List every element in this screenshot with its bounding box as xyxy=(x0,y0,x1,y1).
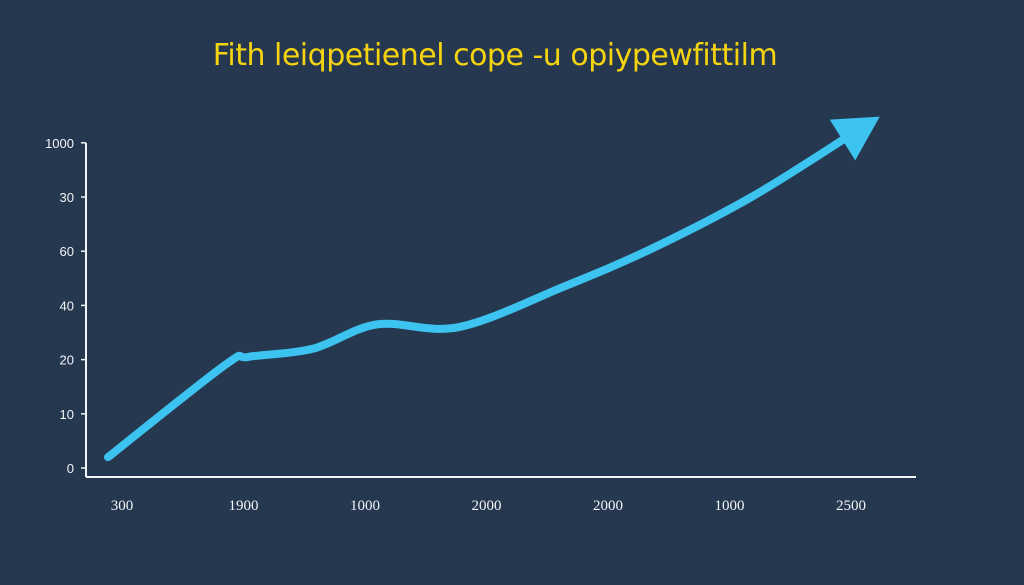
y-ticks: 0 10 20 40 60 30 1000 xyxy=(45,136,86,476)
x-tick-label: 2000 xyxy=(472,498,502,514)
y-tick-label: 1000 xyxy=(45,136,74,151)
series-arrowhead xyxy=(829,116,880,161)
y-tick-label: 40 xyxy=(60,298,74,313)
y-tick-label: 0 xyxy=(67,461,74,476)
x-tick-label: 1900 xyxy=(229,498,259,514)
series-line xyxy=(104,130,855,462)
y-tick-label: 60 xyxy=(60,244,74,259)
x-ticks: 300 1900 1000 2000 2000 1000 2500 xyxy=(111,498,866,514)
y-tick-label: 10 xyxy=(60,407,74,422)
chart-title: Fith leiqpetienel cope -u opiypewfittilm xyxy=(212,38,778,73)
x-tick-label: 300 xyxy=(111,498,134,514)
x-tick-label: 1000 xyxy=(350,498,380,514)
x-tick-label: 1000 xyxy=(715,498,745,514)
x-tick-label: 2000 xyxy=(593,498,623,514)
y-tick-label: 30 xyxy=(60,190,74,205)
y-tick-label: 20 xyxy=(60,353,74,368)
x-tick-label: 2500 xyxy=(836,498,866,514)
